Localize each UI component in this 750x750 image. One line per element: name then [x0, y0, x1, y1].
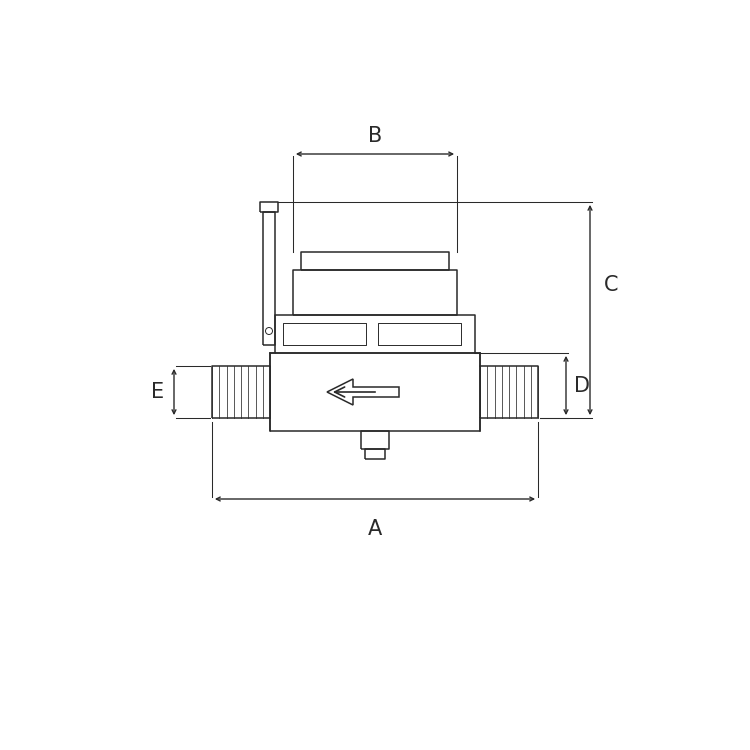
Text: A: A [368, 519, 382, 539]
Text: E: E [151, 382, 164, 402]
Text: D: D [574, 376, 590, 395]
Text: B: B [368, 126, 382, 146]
Text: C: C [604, 275, 619, 295]
